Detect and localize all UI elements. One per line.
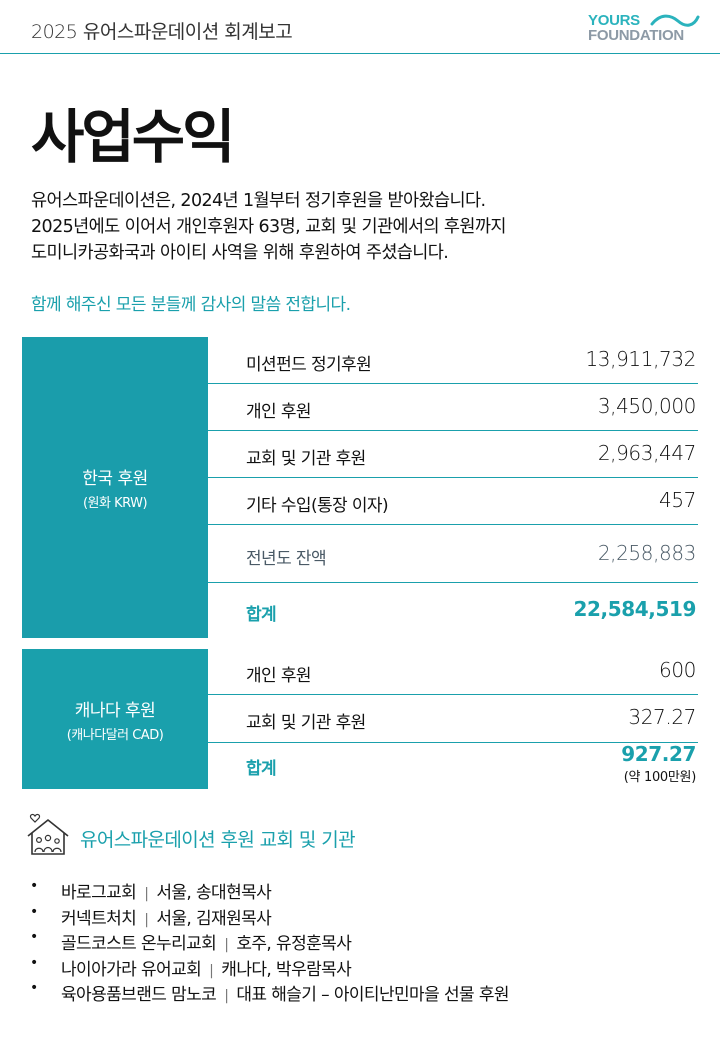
canada-rows: 개인 후원 600 교회 및 기관 후원 327.27 합계 927.27 (약…: [208, 649, 698, 789]
row-label: 미션펀드 정기후원: [246, 355, 372, 375]
row-label: 기타 수입(통장 이자): [246, 496, 389, 516]
logo-text-foundation: FOUNDATION: [588, 27, 684, 44]
list-item: • 나이아가라 유어교회 | 캐나다, 박우람목사: [30, 955, 509, 981]
house-family-icon: [27, 813, 69, 855]
table-row: 교회 및 기관 후원 2,963,447: [208, 431, 698, 478]
sponsor-detail: 서울, 김재원목사: [156, 908, 272, 929]
header-title: 2025 유어스파운데이션 회계보고: [31, 21, 293, 43]
separator: |: [144, 886, 149, 902]
sponsor-list: • 바로그교회 | 서울, 송대현목사 • 커넥트처치 | 서울, 김재원목사 • 골드코스트…: [30, 878, 510, 1006]
list-item: • 바로그교회 | 서울, 송대현목사: [30, 878, 509, 904]
intro-line: 유어스파운데이션은, 2024년 1월부터 정기후원을 받아왔습니다.: [31, 191, 486, 211]
list-item: • 커넥트처치 | 서울, 김재원목사: [30, 904, 509, 930]
sponsor-detail: 대표 해슬기 – 아이티난민마을 선물 후원: [236, 985, 509, 1005]
table-row-total: 합계 22,584,519: [208, 583, 698, 638]
table-row: 개인 후원 600: [208, 649, 698, 695]
intro-line: 도미니카공화국과 아이티 사역을 위해 후원하여 주셨습니다.: [31, 243, 449, 263]
separator: |: [209, 962, 214, 979]
row-label: 개인 후원: [246, 402, 312, 422]
logo-text-yours: YOURS: [588, 12, 640, 29]
logo-wave-icon: [650, 14, 700, 27]
row-value: 2,258,883: [597, 541, 697, 565]
table-row-previous-balance: 전년도 잔액 2,258,883: [208, 525, 698, 583]
bullet: •: [30, 903, 38, 920]
row-label: 교회 및 기관 후원: [246, 449, 366, 469]
bullet: •: [30, 878, 38, 894]
table-row: 기타 수입(통장 이자) 457: [208, 478, 698, 525]
sponsor-detail: 서울, 송대현목사: [156, 883, 272, 903]
bullet: •: [30, 954, 38, 971]
canada-group-name: 캐나다 후원: [74, 700, 156, 721]
intro-paragraph: 유어스파운데이션은, 2024년 1월부터 정기후원을 받아왔습니다. 2025…: [31, 188, 671, 266]
row-value: 13,911,732: [585, 347, 696, 371]
korea-rows: 미션펀드 정기후원 13,911,732 개인 후원 3,450,000 교회 …: [208, 337, 698, 638]
row-label: 개인 후원: [246, 666, 312, 686]
row-value: 457: [659, 488, 696, 512]
row-value: 2,963,447: [597, 441, 697, 465]
sponsor-name: 커넥트처치: [61, 908, 137, 929]
sponsor-name: 바로그교회: [61, 883, 137, 903]
separator: |: [224, 937, 229, 953]
row-label: 교회 및 기관 후원: [246, 713, 366, 733]
separator: |: [224, 988, 229, 1004]
korea-group-label: 한국 후원 (원화 KRW): [22, 337, 208, 638]
total-value: 927.27: [621, 742, 696, 766]
page-title: 사업수익: [31, 103, 235, 171]
header: 2025 유어스파운데이션 회계보고 YOURS FOUNDATION: [0, 0, 720, 54]
bullet: •: [30, 980, 38, 996]
table-row-total: 합계 927.27 (약 100만원): [208, 742, 698, 789]
korea-group-currency: (원화 KRW): [82, 496, 148, 511]
list-item: • 골드코스트 온누리교회 | 호주, 유정훈목사: [30, 929, 509, 955]
row-value: 3,450,000: [597, 394, 697, 418]
sponsor-detail: 호주, 유정훈목사: [236, 934, 352, 954]
table-row: 교회 및 기관 후원 327.27: [208, 695, 698, 743]
total-note: (약 100만원): [623, 770, 697, 785]
foundation-logo: YOURS FOUNDATION: [588, 12, 700, 47]
thanks-message: 함께 해주신 모든 분들께 감사의 말씀 전합니다.: [31, 295, 351, 315]
table-row: 미션펀드 정기후원 13,911,732: [208, 337, 698, 384]
sponsor-detail: 캐나다, 박우람목사: [221, 959, 352, 980]
intro-line: 2025년에도 이어서 개인후원자 63명, 교회 및 기관에서의 후원까지: [31, 217, 507, 237]
table-row: 개인 후원 3,450,000: [208, 384, 698, 431]
row-value: 600: [659, 658, 696, 682]
row-label: 전년도 잔액: [246, 549, 327, 569]
canada-group-label: 캐나다 후원 (캐나다달러 CAD): [22, 649, 208, 789]
bullet: •: [30, 929, 38, 945]
sponsor-section-title: 유어스파운데이션 후원 교회 및 기관: [80, 829, 356, 851]
total-label: 합계: [246, 759, 277, 779]
separator: |: [144, 911, 149, 928]
list-item: • 육아용품브랜드 맘노코 | 대표 해슬기 – 아이티난민마을 선물 후원: [30, 980, 510, 1006]
sponsor-name: 육아용품브랜드 맘노코: [61, 985, 217, 1005]
sponsor-name: 나이아가라 유어교회: [61, 959, 202, 980]
sponsor-name: 골드코스트 온누리교회: [61, 934, 217, 954]
row-value: 327.27: [628, 705, 696, 729]
canada-group-currency: (캐나다달러 CAD): [66, 727, 164, 743]
korea-group-name: 한국 후원: [82, 469, 148, 489]
total-value: 22,584,519: [573, 597, 696, 621]
total-label: 합계: [246, 605, 277, 625]
